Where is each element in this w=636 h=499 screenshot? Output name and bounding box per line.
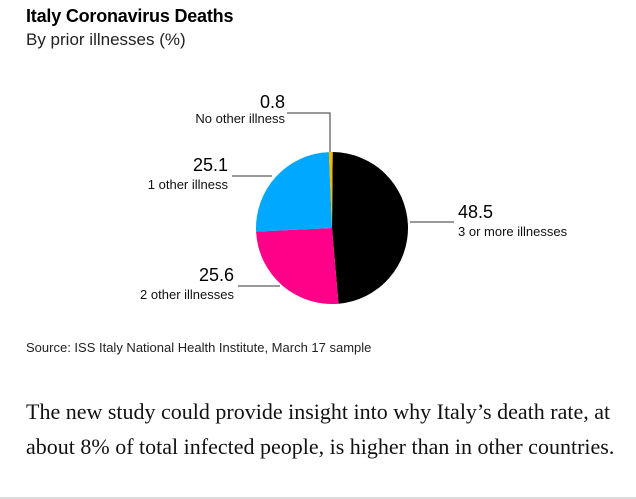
pie-chart: 0.8 No other illness 25.1 1 other illnes… bbox=[140, 92, 568, 304]
chart-source: Source: ISS Italy National Health Instit… bbox=[26, 340, 372, 355]
leader-line-no-other-illness bbox=[287, 112, 331, 152]
value-label-no-other-illness: 0.8 bbox=[260, 92, 285, 112]
pie-slice-3-or-more-illnesses bbox=[332, 152, 408, 304]
divider bbox=[0, 497, 636, 499]
value-label-2-other-illnesses: 25.6 bbox=[199, 265, 234, 285]
chart-subtitle: By prior illnesses (%) bbox=[26, 30, 186, 49]
pie-slice-no-other-illness bbox=[328, 152, 333, 228]
category-label-1-other-illness: 1 other illness bbox=[148, 177, 229, 192]
value-label-1-other-illness: 25.1 bbox=[193, 155, 228, 175]
pie-slice-1-other-illness bbox=[256, 152, 332, 232]
article-paragraph: The new study could provide insight into… bbox=[26, 399, 615, 459]
category-label-no-other-illness: No other illness bbox=[195, 111, 285, 126]
category-label-3-or-more-illnesses: 3 or more illnesses bbox=[458, 224, 568, 239]
pie-slice-2-other-illnesses bbox=[256, 228, 339, 304]
value-label-3-or-more-illnesses: 48.5 bbox=[458, 202, 493, 222]
chart-title: Italy Coronavirus Deaths bbox=[26, 6, 234, 26]
category-label-2-other-illnesses: 2 other illnesses bbox=[140, 287, 234, 302]
